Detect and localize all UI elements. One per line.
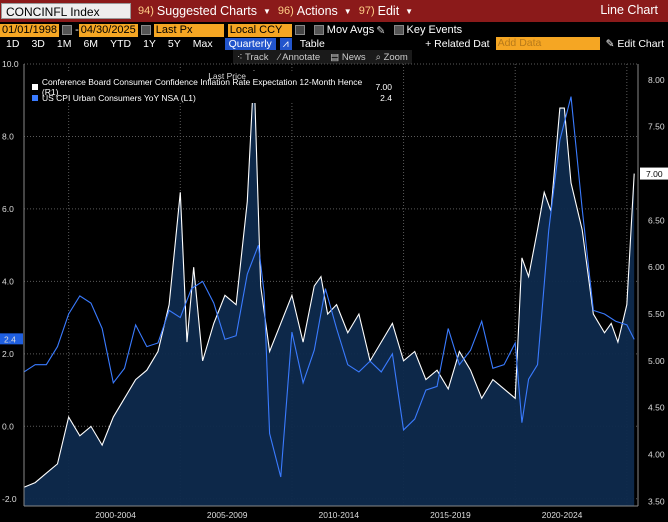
right-axis-tick-label: 6.00	[648, 262, 665, 272]
chart-tools: ⁖ Track ⁄ Annotate ▤ News ⌕ Zoom	[233, 50, 412, 64]
annotate-tool[interactable]: ⁄ Annotate	[278, 51, 321, 63]
left-axis-tick-label: 4.0	[2, 276, 14, 286]
period-3d[interactable]: 3D	[31, 37, 45, 50]
actions-menu[interactable]: 96) Actions ▼	[278, 4, 352, 18]
end-date-field[interactable]: 04/30/2025	[78, 23, 138, 37]
edit-chart-button[interactable]: ✎ Edit Chart	[605, 37, 664, 50]
x-axis-tick-label: 2010-2014	[318, 510, 359, 520]
chart-type-icon[interactable]: ⩘	[279, 37, 292, 50]
legend-item[interactable]: Conference Board Consumer Confidence Inf…	[30, 77, 392, 97]
add-data-input[interactable]: Add Data	[495, 37, 600, 50]
related-data-button[interactable]: + Related Dat	[425, 37, 490, 50]
menu-number: 97)	[358, 5, 375, 17]
right-axis-tick-label: 3.50	[648, 496, 665, 506]
period-6m[interactable]: 6M	[83, 37, 99, 50]
left-axis-tick-label: 6.0	[2, 204, 14, 214]
menu-label: Actions	[296, 4, 338, 18]
calendar-icon[interactable]	[62, 25, 73, 35]
pencil-icon[interactable]: ✎	[376, 24, 386, 37]
zoom-label: Zoom	[383, 51, 408, 63]
right-last-value-label: 7.00	[646, 169, 663, 179]
menu-number: 96)	[277, 5, 294, 17]
period-1d[interactable]: 1D	[6, 37, 20, 50]
annotate-label: Annotate	[282, 51, 321, 63]
legend-label: Conference Board Consumer Confidence Inf…	[41, 76, 363, 97]
range-toolbar: 01/01/1998 - 04/30/2025 Last Px Local CC…	[0, 23, 668, 37]
edit-menu[interactable]: 97) Edit ▼	[359, 4, 413, 18]
left-axis-tick-label: -2.0	[2, 494, 17, 504]
view-title: Line Chart	[600, 3, 658, 17]
period-toolbar: 1D 3D 1M 6M YTD 1Y 5Y Max Quarterly ⩘ Ta…	[0, 37, 668, 50]
key-events-label[interactable]: Key Events	[406, 24, 463, 36]
left-last-value-badge	[0, 333, 23, 345]
series-line-cpi	[23, 96, 635, 478]
edit-chart-label: Edit Chart	[617, 37, 664, 50]
range-dash: -	[75, 24, 79, 36]
legend-header: Last Price	[208, 71, 246, 81]
zoom-tool[interactable]: ⌕ Zoom	[375, 51, 408, 63]
right-axis-tick-label: 4.50	[648, 403, 665, 413]
menu-number: 94)	[138, 5, 154, 17]
currency-select[interactable]: Local CCY	[227, 23, 292, 37]
currency-dropdown-icon[interactable]	[294, 25, 305, 35]
news-tool[interactable]: ▤ News	[330, 51, 366, 63]
legend-swatch	[32, 94, 38, 101]
frequency-select[interactable]: Quarterly	[224, 37, 276, 50]
period-1m[interactable]: 1M	[56, 37, 72, 50]
right-axis-tick-label: 8.00	[648, 75, 665, 85]
period-1y[interactable]: 1Y	[143, 37, 156, 50]
menu-label: Suggested Charts	[156, 4, 257, 18]
period-max[interactable]: Max	[192, 37, 213, 50]
legend-value: 2.4	[380, 92, 392, 103]
chart-legend: Last Price Conference Board Consumer Con…	[30, 71, 392, 103]
chevron-down-icon: ▼	[343, 6, 352, 16]
top-toolbar: CONCINFL Index 94) Suggested Charts ▼ 96…	[0, 0, 668, 22]
x-axis-tick-label: 2015-2019	[430, 510, 471, 520]
ticker-input[interactable]: CONCINFL Index	[1, 3, 131, 19]
menu-label: Edit	[377, 4, 400, 18]
x-axis-tick-label: 2005-2009	[207, 510, 248, 520]
suggested-charts-menu[interactable]: 94) Suggested Charts ▼	[138, 4, 271, 18]
x-axis-tick-label: 2000-2004	[95, 510, 136, 520]
series-line-inflation-expectation	[23, 70, 635, 488]
x-axis-tick-label: 2020-2024	[542, 510, 583, 520]
legend-swatch	[32, 83, 38, 90]
left-axis-tick-label: 10.0	[2, 59, 19, 69]
legend-item[interactable]: US CPI Urban Consumers YoY NSA (L1) 2.4	[30, 92, 392, 103]
news-label: News	[341, 51, 366, 63]
track-label: Track	[245, 51, 269, 63]
chevron-down-icon: ▼	[405, 6, 414, 16]
legend-value: 7.00	[375, 81, 392, 92]
right-axis-tick-label: 4.00	[648, 449, 665, 459]
track-tool[interactable]: ⁖ Track	[237, 51, 269, 63]
legend-label: US CPI Urban Consumers YoY NSA (L1)	[42, 92, 196, 103]
period-5y[interactable]: 5Y	[167, 37, 181, 50]
price-field-select[interactable]: Last Px	[153, 23, 224, 37]
right-axis-tick-label: 5.50	[648, 309, 665, 319]
right-axis-tick-label: 7.50	[648, 122, 665, 132]
mov-avgs-label[interactable]: Mov Avgs	[326, 24, 375, 36]
table-button[interactable]: Table	[299, 37, 325, 50]
start-date-field[interactable]: 01/01/1998	[0, 23, 60, 37]
series-area-fill	[24, 70, 635, 506]
right-axis-tick-label: 5.00	[648, 356, 665, 366]
key-events-checkbox[interactable]	[393, 25, 404, 35]
chevron-down-icon: ▼	[262, 6, 271, 16]
left-last-value-label: 2.4	[4, 334, 16, 344]
left-axis-tick-label: 2.0	[2, 349, 14, 359]
left-axis-tick-label: 8.0	[2, 131, 14, 141]
right-axis-tick-label: 6.50	[648, 215, 665, 225]
right-last-value-badge	[640, 167, 668, 180]
period-ytd[interactable]: YTD	[110, 37, 132, 50]
left-axis-tick-label: 0.0	[2, 421, 14, 431]
mov-avgs-checkbox[interactable]	[313, 25, 324, 35]
calendar-icon[interactable]	[140, 25, 151, 35]
